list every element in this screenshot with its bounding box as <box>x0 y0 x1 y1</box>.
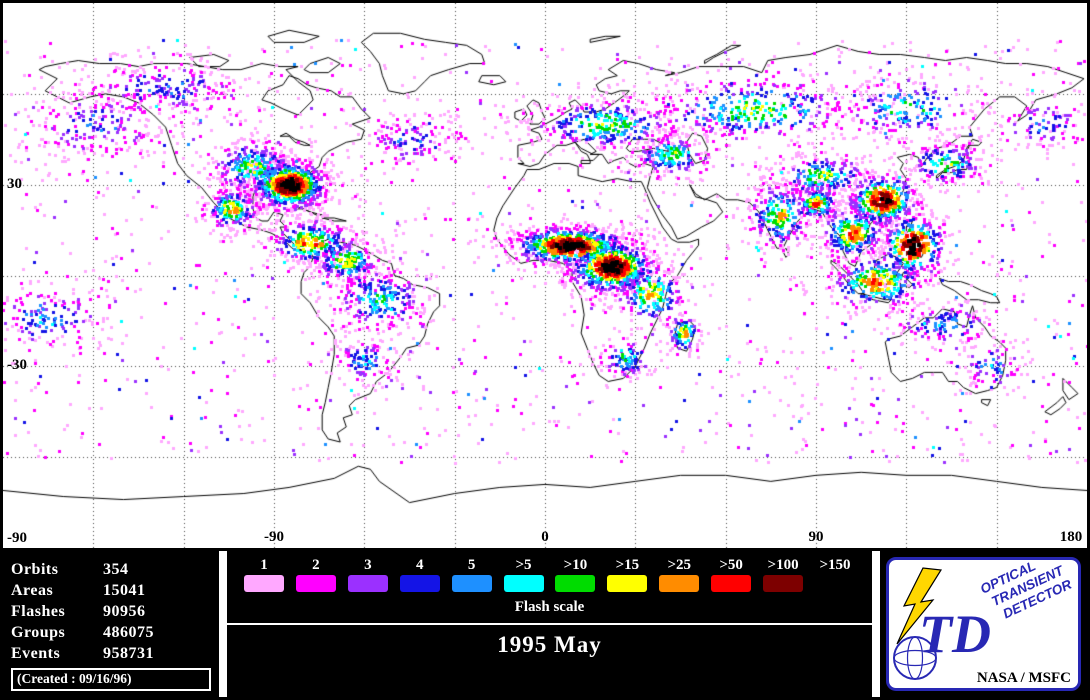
flash-scale-legend: 1 2 3 4 5 >5 >10 >15 >25 >50 >100 >150 Flash scale … <box>227 551 872 697</box>
legend-entry: >25 <box>656 556 702 592</box>
stat-row: Orbits 354 <box>11 559 211 580</box>
legend-entry: >100 <box>760 556 806 592</box>
stat-label: Orbits <box>11 561 59 578</box>
legend-entry-swatch <box>244 575 284 592</box>
legend-entry-label: >5 <box>515 557 532 573</box>
legend-entry: 5 <box>449 556 495 592</box>
bottom-panel: Orbits 354 Areas 15041 Flashes 90956 Groups 486… <box>3 551 1087 697</box>
legend-entry-swatch <box>763 575 804 592</box>
lat-axis-label: -30 <box>7 357 27 374</box>
legend-entry: >150 <box>812 556 858 592</box>
lon-axis-label: 0 <box>541 529 549 545</box>
legend-divider <box>227 623 872 625</box>
stat-value: 15041 <box>103 582 146 599</box>
logo-box: TD OPTICAL TRANSIENT DETECTOR NASA / MSF… <box>880 551 1087 697</box>
stat-value: 958731 <box>103 645 154 662</box>
stat-label: Areas <box>11 582 54 599</box>
legend-entry-swatch <box>295 575 336 592</box>
legend-entry: >15 <box>604 556 650 592</box>
legend-entry-swatch <box>347 575 388 592</box>
legend-entry-swatch <box>399 575 440 592</box>
stat-value: 354 <box>103 561 129 578</box>
created-box: (Created : 09/16/96) <box>11 668 211 691</box>
stat-value: 90956 <box>103 603 146 620</box>
lat-axis-label: 30 <box>7 175 22 192</box>
stats-box: Orbits 354 Areas 15041 Flashes 90956 Groups 486… <box>3 551 219 697</box>
stats-rows: Orbits 354 Areas 15041 Flashes 90956 Groups 486… <box>11 559 211 664</box>
stat-row: Flashes 90956 <box>11 601 211 622</box>
stat-row: Events 958731 <box>11 643 211 664</box>
world-flash-map: 30 -30 -90 -90 0 90 180 <box>3 3 1087 548</box>
legend-entry-swatch <box>555 575 596 592</box>
legend-entry-label: >50 <box>719 557 743 573</box>
legend-entry-label: 3 <box>364 557 372 573</box>
legend-entry: 4 <box>397 556 443 592</box>
legend-entry: >5 <box>501 556 547 592</box>
legend-entry: 2 <box>293 556 339 592</box>
stat-label: Flashes <box>11 603 66 620</box>
map-period-title: 1995 May <box>497 632 602 657</box>
legend-entry-swatch <box>814 575 855 592</box>
legend-entry-label: 4 <box>415 557 424 573</box>
lon-axis-label: 180 <box>1059 529 1083 545</box>
flash-density-map-canvas <box>3 3 1087 548</box>
legend-title: Flash scale <box>514 599 585 615</box>
stat-label: Groups <box>11 624 66 641</box>
legend-entry-label: 5 <box>467 557 476 573</box>
legend-entry-swatch <box>503 575 544 592</box>
legend-entry-label: >25 <box>667 557 692 573</box>
legend-entry-swatch <box>607 575 648 592</box>
stat-row: Areas 15041 <box>11 580 211 601</box>
stat-label: Events <box>11 645 61 662</box>
legend-entry-swatch <box>711 575 752 592</box>
stat-row: Groups 486075 <box>11 622 211 643</box>
lon-axis-label: 90 <box>808 529 824 545</box>
legend-entry-label: >150 <box>819 557 851 573</box>
lat-axis-label: -90 <box>7 530 27 546</box>
legend-entry-label: 2 <box>312 557 320 573</box>
otd-monogram: TD <box>919 604 991 664</box>
created-date: (Created : 09/16/96) <box>17 671 132 686</box>
legend-entry: 1 <box>241 556 287 592</box>
legend-entry-swatch <box>659 575 700 592</box>
legend-entry: >50 <box>708 556 754 592</box>
lightning-bolt-icon <box>896 567 943 645</box>
legend-entry-swatch <box>451 575 492 592</box>
legend-entry-label: >100 <box>767 557 799 573</box>
legend-entries: 1 2 3 4 5 >5 >10 >15 >25 >50 >100 >150 <box>227 556 872 592</box>
legend-entry-label: >10 <box>563 557 588 573</box>
stat-value: 486075 <box>103 624 154 641</box>
otd-logo: TD OPTICAL TRANSIENT DETECTOR NASA / MSF… <box>886 557 1081 691</box>
legend-entry-label: >15 <box>615 557 640 573</box>
agency-label: NASA / MSFC <box>977 670 1071 686</box>
legend-entry: 3 <box>345 556 391 592</box>
globe-icon <box>893 636 937 680</box>
legend-entry-label: 1 <box>260 557 268 573</box>
lon-axis-label: -90 <box>264 529 284 545</box>
legend-entry: >10 <box>552 556 598 592</box>
otd-logo-graphic: TD OPTICAL TRANSIENT DETECTOR NASA / MSF… <box>893 560 1074 686</box>
